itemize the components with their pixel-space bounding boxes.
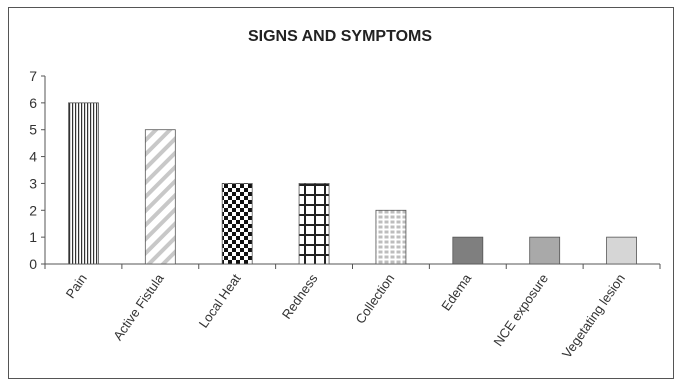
axes: 0 1 2 3 4 5 6 7 [29, 68, 661, 272]
x-category-label: Collection [352, 271, 397, 326]
y-tick-label: 3 [29, 175, 37, 191]
y-tick-label: 0 [29, 256, 37, 272]
bar-vegetating-lesion [606, 236, 637, 265]
y-tick-label: 4 [29, 149, 37, 165]
y-tick-label: 7 [29, 68, 37, 84]
x-category-label: Local Heat [196, 271, 244, 331]
bar-local-heat [221, 183, 253, 265]
x-category-label: Active Fistula [110, 270, 167, 343]
x-category-label: Vegetating lesion [559, 271, 628, 361]
x-category-label: Redness [279, 271, 321, 322]
bar-redness [298, 183, 330, 265]
y-tick-label: 6 [29, 95, 37, 111]
category-labels: Pain Active Fistula Local Heat Redness Colle… [63, 270, 628, 360]
y-tick-label: 5 [29, 122, 37, 138]
x-category-label: Edema [438, 270, 474, 313]
x-category-label: NCE exposure [490, 271, 551, 349]
bar-nce-exposure [529, 236, 561, 265]
x-category-label: Pain [63, 271, 90, 301]
y-tick-label: 2 [29, 202, 37, 218]
bar-edema [452, 236, 484, 265]
chart-frame [8, 7, 674, 379]
chart-title: SIGNS AND SYMPTOMS [247, 28, 433, 45]
bars [68, 102, 637, 265]
bar-active-fistula [144, 129, 176, 265]
bar-pain [68, 102, 99, 265]
y-tick-label: 1 [29, 229, 37, 245]
bar-collection [375, 209, 407, 265]
